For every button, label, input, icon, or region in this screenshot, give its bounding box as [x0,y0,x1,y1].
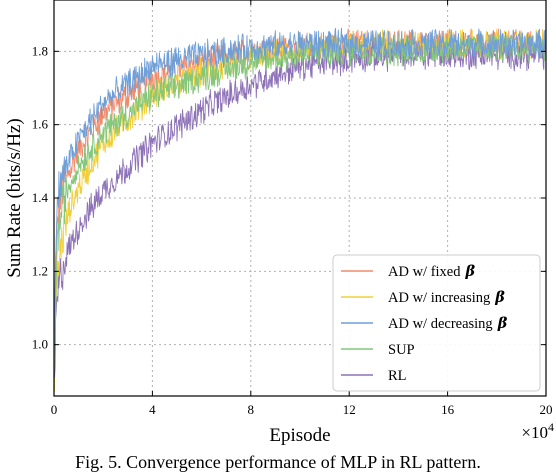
convergence-chart: 0 4 8 12 16 20 1.0 1.2 1.4 1.6 1.8 Episode Sum Ra… [4,0,554,446]
y-tick-label: 1.0 [32,337,48,352]
x-axis-label: Episode [269,425,330,446]
y-tick-label: 1.2 [32,263,48,278]
x-tick-label: 4 [149,402,156,417]
x-multiplier-exponent: 4 [548,420,554,434]
legend-entry: RL [388,368,407,384]
x-tick-label: 0 [51,402,58,417]
x-tick-label: 16 [441,402,455,417]
x-axis-multiplier: ×104 [521,420,554,442]
y-axis-label: Sum Rate (bits/s/Hz) [4,118,25,277]
figure-caption: Fig. 5. Convergence performance of MLP i… [75,452,481,472]
y-tick-label: 1.8 [32,43,48,58]
series-layer [53,27,547,392]
y-tick-label: 1.6 [32,117,49,132]
x-multiplier-base: ×10 [521,423,548,442]
series-line [53,27,547,371]
y-tick-label: 1.4 [32,190,49,205]
legend: AD w/ fixed β AD w/ increasing β AD w/ decre… [332,254,541,392]
legend-entry: AD w/ increasing β [388,289,505,306]
x-tick-label: 20 [540,402,553,417]
x-tick-label: 12 [343,402,356,417]
x-tick-label: 8 [248,402,255,417]
legend-box [332,254,541,392]
x-axis-ticks: 0 4 8 12 16 20 [51,0,553,417]
legend-entry: SUP [388,342,415,358]
legend-entry: AD w/ decreasing β [388,315,508,332]
y-axis-ticks: 1.0 1.2 1.4 1.6 1.8 [32,43,546,352]
legend-entry: AD w/ fixed β [388,263,476,280]
